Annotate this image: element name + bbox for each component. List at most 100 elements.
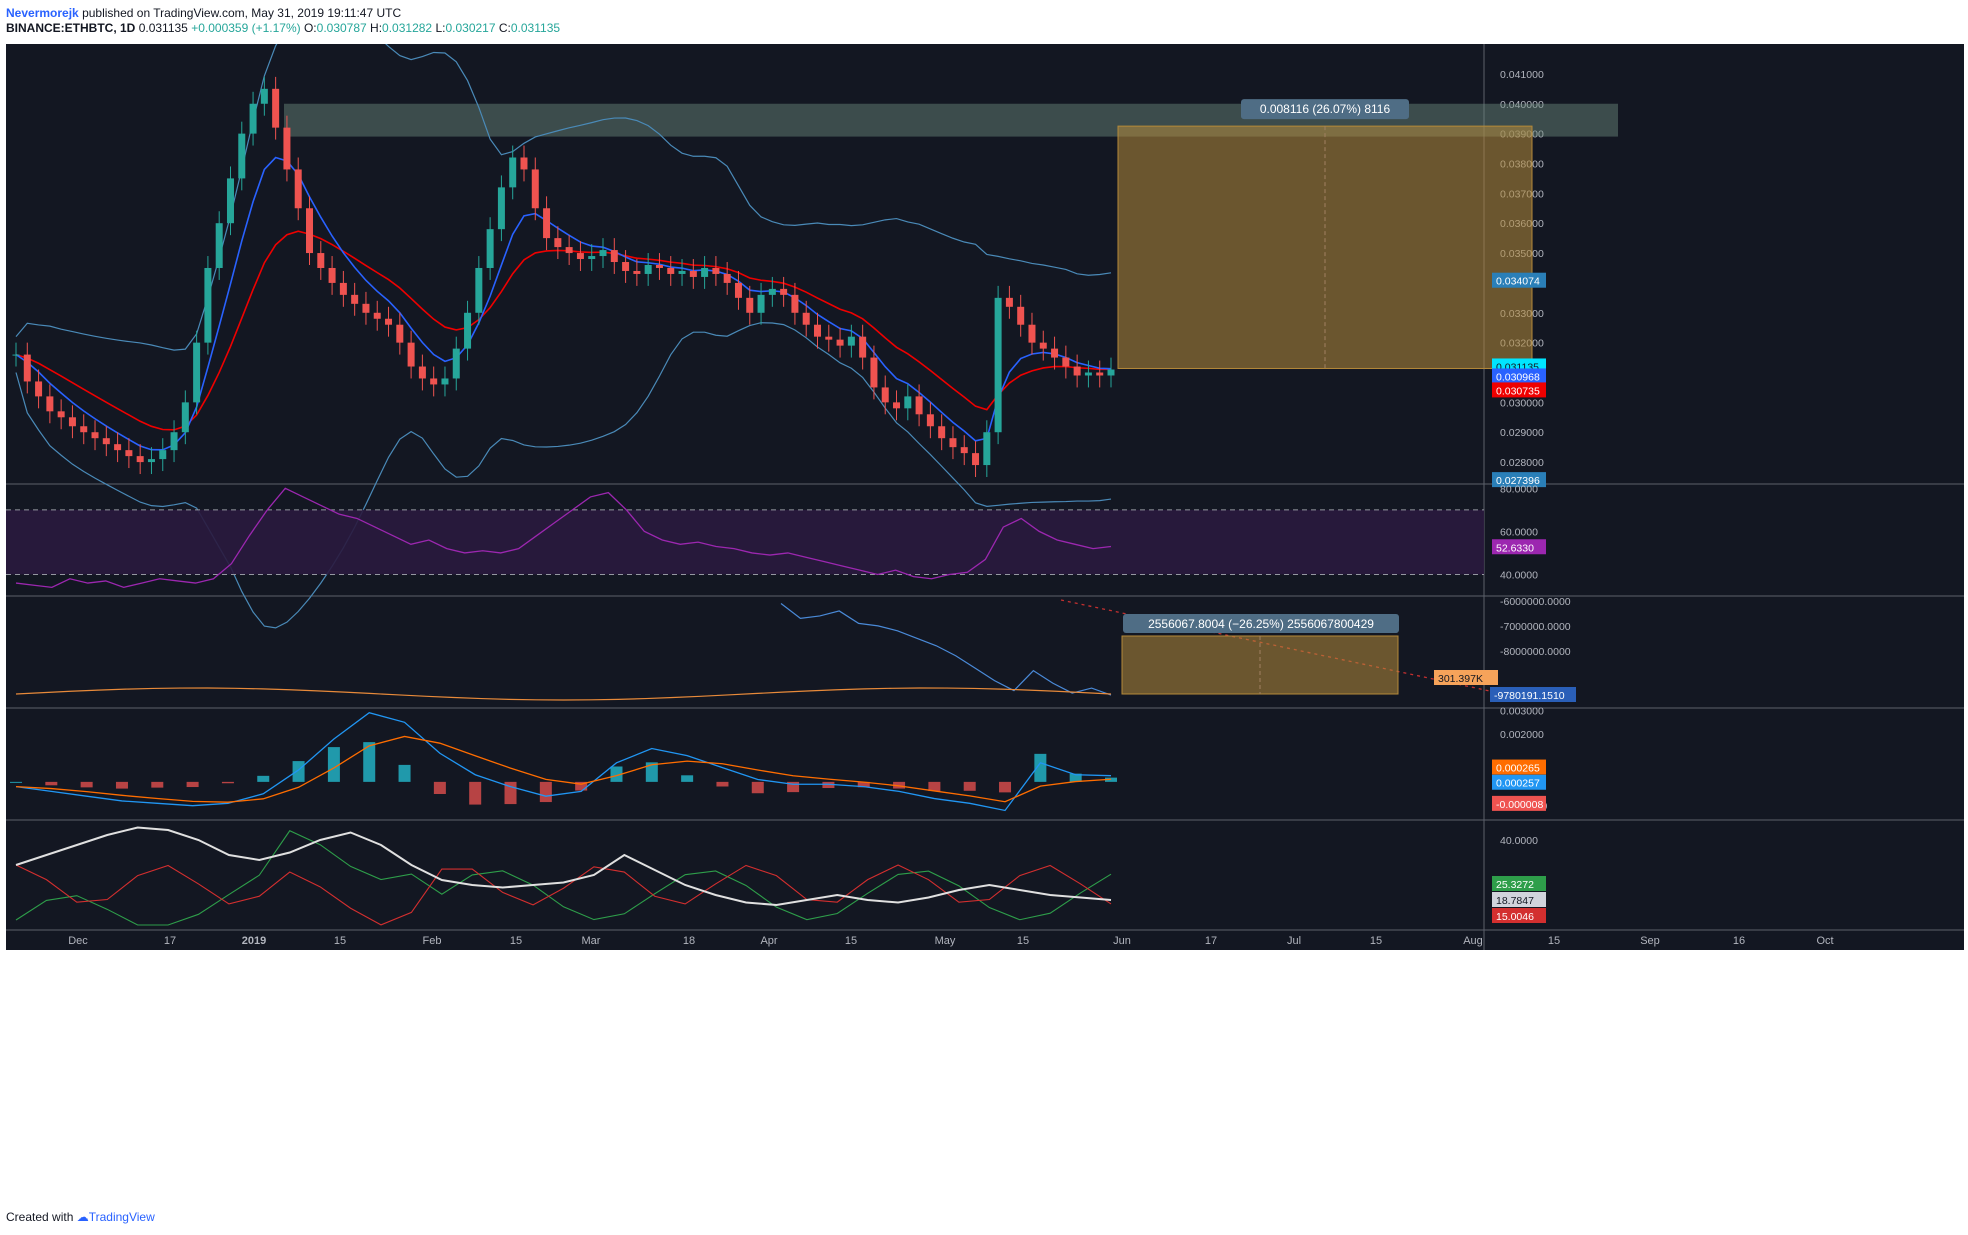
time-axis-label: Mar xyxy=(582,935,601,947)
candle-body xyxy=(12,354,20,356)
price-axis-label: 0.028000 xyxy=(1500,457,1544,469)
candle-body xyxy=(712,267,720,274)
macd-histogram-bar xyxy=(681,775,694,782)
macd-histogram-bar xyxy=(751,781,764,794)
obv-line xyxy=(780,602,1112,696)
candle-body xyxy=(407,342,415,367)
candle-body xyxy=(452,348,460,379)
candle-body xyxy=(1039,342,1047,349)
ema-slow-badge-bg xyxy=(1492,382,1546,398)
bollinger-lower-badge: 0.027396 xyxy=(1496,475,1540,487)
macd-histogram-bar xyxy=(787,781,800,793)
time-axis-label: 16 xyxy=(1733,935,1745,947)
macd-histogram-bar xyxy=(610,766,623,782)
macd-histogram-bar xyxy=(575,781,588,791)
bollinger-lower-badge-bg xyxy=(1492,472,1546,488)
candle-body xyxy=(825,336,833,340)
candle-body xyxy=(136,456,144,463)
candle-body xyxy=(35,381,43,397)
symbol-name: BINANCE:ETHBTC, 1D xyxy=(6,21,136,35)
time-axis-label: 18 xyxy=(683,935,695,947)
dmi-minus-badge: 15.0046 xyxy=(1496,911,1534,923)
obv-range-label: 2556067.8004 (−26.25%) 2556067800429 xyxy=(1148,617,1374,631)
candle-body xyxy=(746,297,754,313)
candle-body xyxy=(430,378,438,385)
candle-body xyxy=(57,411,65,418)
candle-body xyxy=(960,447,968,454)
ohlc-low-label: L: xyxy=(435,21,446,35)
price-axis-label: 0.040000 xyxy=(1500,99,1544,111)
macd-histogram-bar xyxy=(645,762,658,782)
macd-histogram-bar xyxy=(469,781,482,805)
candle-body xyxy=(588,256,596,260)
time-axis-label: Jun xyxy=(1113,935,1131,947)
macd-histogram-bar xyxy=(363,742,376,782)
ema-slow-badge: 0.030735 xyxy=(1496,385,1540,397)
symbol-legend: BINANCE:ETHBTC, 1D 0.031135 +0.000359 (+… xyxy=(6,21,560,35)
macd-histogram-bar xyxy=(963,781,976,791)
macd-signal-badge: 0.000265 xyxy=(1496,763,1540,775)
time-axis-label: Sep xyxy=(1640,935,1660,947)
candle-body xyxy=(734,282,742,298)
candle-body xyxy=(655,265,663,268)
candle-body xyxy=(644,265,652,274)
macd-histogram-bar xyxy=(999,781,1012,793)
time-axis-label: Dec xyxy=(68,935,88,947)
time-axis-label: May xyxy=(935,935,956,947)
time-axis-label: Oct xyxy=(1816,935,1833,947)
candle-body xyxy=(102,438,110,445)
adx-badge: 18.7847 xyxy=(1496,895,1534,907)
ohlc-close-label: C: xyxy=(498,21,511,35)
candle-body xyxy=(904,396,912,409)
candle-body xyxy=(926,414,934,427)
candle-body xyxy=(599,250,607,257)
bollinger-upper-line xyxy=(15,44,1112,351)
chart-canvas[interactable]: Dec 17 2019 15 Feb 15 Mar 18 Apr 15 May 15 Jun 17 Jul 1… xyxy=(6,44,1964,1200)
macd-badge-bg xyxy=(1492,774,1546,790)
footer-brand[interactable]: TradingView xyxy=(88,1210,155,1224)
macd-hist-badge: -0.000008 xyxy=(1496,799,1543,811)
candle-body xyxy=(317,253,325,268)
obv-axis-label: -7000000.0000 xyxy=(1500,621,1571,633)
candle-body xyxy=(1028,324,1036,343)
rsi-band xyxy=(6,509,1484,575)
candle-body xyxy=(565,247,573,254)
candle-body xyxy=(181,402,189,433)
candle-body xyxy=(385,318,393,325)
macd-histogram-bar xyxy=(504,781,517,805)
obv-axis-label: -8000000.0000 xyxy=(1500,646,1571,658)
candle-body xyxy=(836,339,844,346)
candle-body xyxy=(339,282,347,295)
candle-body xyxy=(170,432,178,451)
time-axis-label: Aug xyxy=(1463,935,1483,947)
candle-body xyxy=(464,312,472,349)
candle-body xyxy=(622,262,630,271)
time-axis-label: 15 xyxy=(1017,935,1029,947)
candle-body xyxy=(238,133,246,179)
time-axis-label: 15 xyxy=(510,935,522,947)
time-axis-label: Apr xyxy=(760,935,777,947)
macd-histogram-bar xyxy=(221,781,234,784)
ema-fast-badge-bg xyxy=(1492,368,1546,384)
tradingview-logo-icon[interactable]: ☁ xyxy=(76,1210,89,1224)
candle-body xyxy=(193,342,201,403)
candle-body xyxy=(802,312,810,325)
candle-body xyxy=(847,336,855,346)
time-axis-label: 15 xyxy=(334,935,346,947)
macd-histogram-bar xyxy=(539,781,552,803)
obv-badge: -9780191.1510 xyxy=(1494,690,1565,702)
footer: Created with ☁TradingView xyxy=(6,1210,155,1224)
rsi-axis-label: 60.0000 xyxy=(1500,526,1538,538)
macd-axis-label: 0.002000 xyxy=(1500,729,1544,741)
last-value: 0.031135 xyxy=(138,21,188,35)
change-value: +0.000359 (+1.17%) xyxy=(191,21,301,35)
candle-body xyxy=(543,208,551,239)
candle-body xyxy=(396,324,404,343)
macd-signal-badge-bg xyxy=(1492,759,1546,775)
ema-fast-badge: 0.030968 xyxy=(1496,371,1540,383)
candle-body xyxy=(46,396,54,412)
candle-body xyxy=(520,157,528,170)
author-name[interactable]: Nevermorejk xyxy=(6,6,79,20)
candle-body xyxy=(915,396,923,415)
obv-range-label-bg xyxy=(1123,614,1399,633)
